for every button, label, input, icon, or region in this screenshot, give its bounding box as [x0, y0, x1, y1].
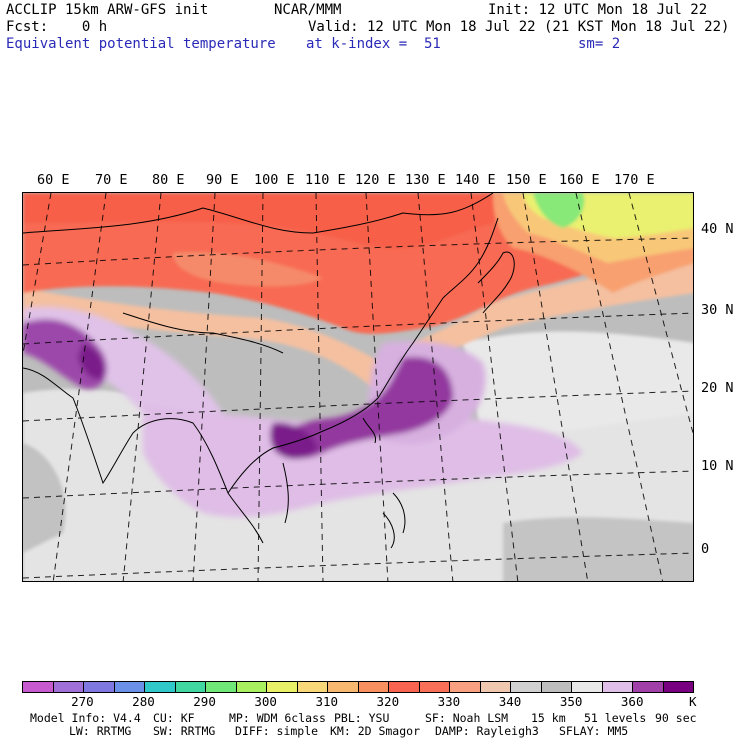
pbl-scheme: PBL: YSU [334, 711, 390, 725]
lon-label: 170 E [614, 172, 655, 188]
lon-label: 90 E [206, 172, 239, 188]
mp-scheme: MP: WDM 6class [229, 711, 326, 725]
field-region-330 [23, 193, 493, 249]
colorbar-swatch [602, 682, 633, 692]
colorbar-swatch [328, 682, 359, 692]
colorbar-swatch [297, 682, 328, 692]
lon-label: 130 E [405, 172, 446, 188]
colorbar-swatch [236, 682, 267, 692]
forecast-hour: Fcst: 0 h [6, 19, 108, 35]
colorbar-swatch [53, 682, 84, 692]
colorbar-swatch [541, 682, 572, 692]
lon-label: 140 E [455, 172, 496, 188]
lon-label: 120 E [355, 172, 396, 188]
colorbar-tick-label: 330 [437, 694, 461, 709]
field-name: Equivalent potential temperature [6, 36, 276, 52]
lat-lon-grid [23, 193, 693, 581]
timestep: 90 sec [655, 711, 697, 725]
colorbar-tick-label: 270 [71, 694, 94, 709]
lon-label: 150 E [506, 172, 547, 188]
km-scheme: KM: 2D Smagor [330, 724, 421, 738]
level-label: at k-index = 51 [306, 36, 441, 52]
colorbar-swatch [480, 682, 511, 692]
colorbar-swatch [84, 682, 115, 692]
colorbar-swatch [511, 682, 542, 692]
colorbar-tick-label: 300 [254, 694, 277, 709]
field-region-380 [282, 357, 453, 459]
model-title: ACCLIP 15km ARW-GFS init [6, 2, 209, 18]
lon-label: 70 E [95, 172, 128, 188]
sf-scheme: SF: Noah LSM [425, 711, 509, 725]
theta-e-map [23, 193, 693, 581]
valid-time: Valid: 12 UTC Mon 18 Jul 22 (21 KST Mon … [308, 19, 730, 35]
lon-label: 60 E [37, 172, 70, 188]
colorbar-swatch [267, 682, 298, 692]
map-panel [22, 192, 694, 582]
lw-scheme: LW: RRTMG [69, 724, 132, 738]
colorbar-swatch [633, 682, 664, 692]
colorbar-swatch [23, 682, 54, 692]
lon-label: 100 E [254, 172, 295, 188]
colorbar-tick-label: 360 [620, 694, 644, 709]
colorbar-tick-label: 350 [559, 694, 583, 709]
colorbar-swatch [114, 682, 145, 692]
colorbar [22, 681, 694, 693]
colorbar-swatch [389, 682, 420, 692]
coastlines [23, 193, 515, 549]
lat-label: 40 N [701, 221, 734, 237]
field-region-350 [23, 443, 66, 553]
colorbar-swatch [145, 682, 176, 692]
colorbar-tick-label: 340 [498, 694, 522, 709]
init-time: Init: 12 UTC Mon 18 Jul 22 [488, 2, 708, 18]
field-region-340 [173, 252, 323, 287]
colorbar-unit: K [689, 694, 697, 709]
field-region-390 [78, 343, 105, 380]
center-label: NCAR/MMM [274, 2, 342, 18]
colorbar-swatch [663, 682, 693, 692]
diff-scheme: DIFF: simple [235, 724, 319, 738]
smoothing-label: sm= 2 [578, 36, 621, 52]
lat-label: 0 [701, 541, 710, 557]
colorbar-swatch [450, 682, 481, 692]
model-info: Model Info: V4.4 [30, 711, 141, 725]
colorbar-tick-label: 310 [315, 694, 339, 709]
lat-label: 20 N [701, 380, 734, 396]
colorbar-swatch [358, 682, 389, 692]
colorbar-swatch [206, 682, 237, 692]
levels: 51 levels [584, 711, 647, 725]
sw-scheme: SW: RRTMG [153, 724, 216, 738]
resolution: 15 km [531, 711, 566, 725]
field-region-350 [503, 517, 693, 581]
field-region-340 [23, 263, 693, 388]
colorbar-tick-label: 290 [193, 694, 216, 709]
lon-label: 160 E [559, 172, 600, 188]
field-region-370 [143, 403, 583, 518]
lat-label: 10 N [701, 458, 734, 474]
lat-label: 30 N [701, 302, 734, 318]
cu-scheme: CU: KF [153, 711, 195, 725]
colorbar-swatch [572, 682, 603, 692]
field-region-300 [533, 193, 585, 228]
colorbar-swatch [419, 682, 450, 692]
field-region-360 [463, 331, 693, 443]
colorbar-tick-label: 320 [376, 694, 400, 709]
colorbar-tick-label: 280 [132, 694, 155, 709]
field-region-390 [270, 422, 318, 459]
lon-label: 80 E [152, 172, 185, 188]
damp-scheme: DAMP: Rayleigh3 [435, 724, 539, 738]
lon-label: 110 E [305, 172, 346, 188]
sflay-scheme: SFLAY: MM5 [559, 724, 629, 738]
colorbar-swatch [175, 682, 206, 692]
